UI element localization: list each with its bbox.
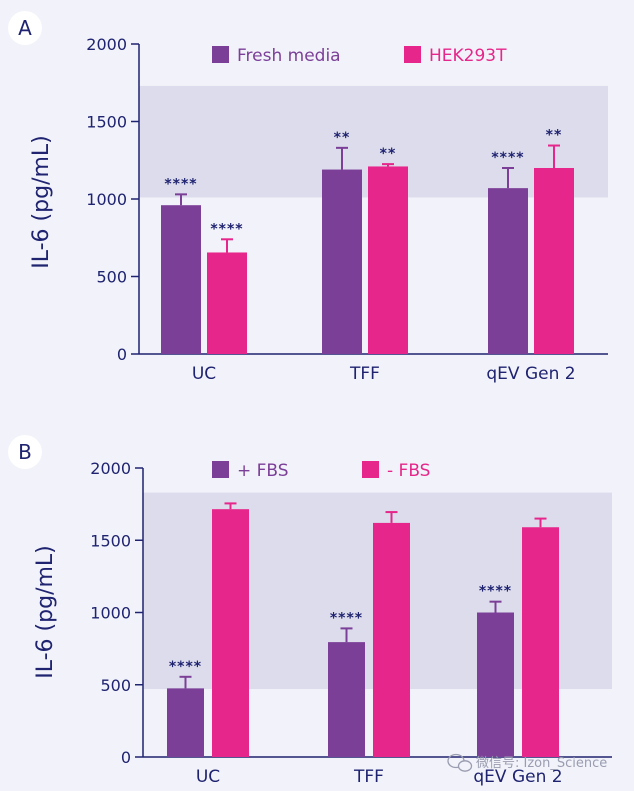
panel-label-circle xyxy=(8,435,42,469)
bar xyxy=(161,205,201,354)
significance-label: **** xyxy=(169,659,202,675)
bars: ************ ****** xyxy=(161,128,574,354)
bar xyxy=(488,188,528,354)
y-tick-label: 1500 xyxy=(90,531,131,550)
category-label: TFF xyxy=(353,767,384,787)
bar xyxy=(322,169,362,354)
significance-label: **** xyxy=(164,176,197,192)
legend-label: Fresh media xyxy=(237,46,341,66)
panel-label-text: B xyxy=(18,440,32,464)
category-labels: UC TFF qEV Gen 2 xyxy=(192,364,576,384)
y-tick-label: 2000 xyxy=(86,35,127,54)
category-label: qEV Gen 2 xyxy=(473,767,562,787)
legend-swatch xyxy=(404,46,421,63)
watermark-text: 微信号: Izon_Science xyxy=(476,756,607,771)
legend-swatch xyxy=(362,461,379,478)
watermark: 微信号: Izon_Science xyxy=(447,753,607,772)
significance-label: **** xyxy=(210,221,243,237)
legend-label: + FBS xyxy=(237,461,289,481)
significance-label: ** xyxy=(546,128,563,144)
bar xyxy=(534,168,574,354)
y-tick-label: 2000 xyxy=(90,459,131,478)
significance-label: ** xyxy=(380,146,397,162)
bar xyxy=(212,509,249,757)
significance-label: **** xyxy=(330,610,363,626)
y-axis-label: IL-6 (pg/mL) xyxy=(33,545,58,678)
bar xyxy=(207,252,247,354)
y-tick-label: 0 xyxy=(117,345,127,364)
legend: Fresh media HEK293T xyxy=(212,46,507,66)
legend-swatch xyxy=(212,461,229,478)
bar xyxy=(477,612,514,757)
wechat-icon xyxy=(447,753,473,772)
legend-swatch xyxy=(212,46,229,63)
category-label: UC xyxy=(192,364,216,384)
bars: **** **** **** xyxy=(167,502,559,757)
category-label: TFF xyxy=(349,364,380,384)
bar xyxy=(368,166,408,354)
legend-label: - FBS xyxy=(387,461,430,481)
y-tick-label: 1000 xyxy=(86,190,127,209)
panel-label-text: A xyxy=(18,16,32,40)
y-tick-label: 500 xyxy=(96,268,127,287)
panel-b: 0 500 1000 1500 2000 **** **** **** UC TFF qEV G… xyxy=(8,435,612,787)
bar xyxy=(373,522,410,757)
significance-label: ** xyxy=(334,130,351,146)
y-tick-label: 1500 xyxy=(86,113,127,132)
category-labels: UC TFF qEV Gen 2 xyxy=(196,767,563,787)
legend-label: HEK293T xyxy=(429,46,507,66)
bar xyxy=(522,527,559,757)
y-tick-label: 1000 xyxy=(90,604,131,623)
y-tick-label: 500 xyxy=(100,676,131,695)
y-ticks: 0 500 1000 1500 2000 xyxy=(86,35,139,364)
bar xyxy=(167,688,204,757)
y-tick-label: 0 xyxy=(121,748,131,767)
panel-label-circle xyxy=(8,11,42,45)
significance-label: **** xyxy=(491,150,524,166)
y-ticks: 0 500 1000 1500 2000 xyxy=(90,459,143,767)
legend: + FBS - FBS xyxy=(212,461,430,481)
y-axis-label: IL-6 (pg/mL) xyxy=(29,135,54,268)
category-label: qEV Gen 2 xyxy=(486,364,575,384)
panel-label: A xyxy=(8,11,42,45)
significance-label: **** xyxy=(479,584,512,600)
bar xyxy=(328,642,365,757)
panel-label: B xyxy=(8,435,42,469)
category-label: UC xyxy=(196,767,220,787)
